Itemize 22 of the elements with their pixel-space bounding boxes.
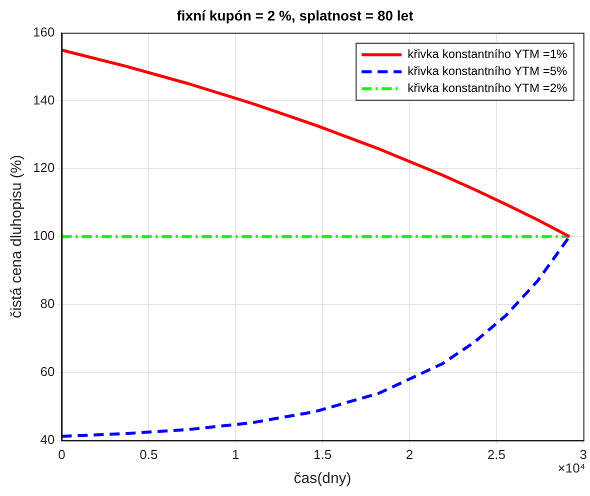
y-tick-label: 80 (40, 296, 55, 312)
line-series (62, 235, 571, 438)
y-tick-label: 140 (32, 92, 55, 108)
y-tick-label: 120 (32, 160, 55, 176)
x-tick-label: 1.5 (314, 446, 332, 462)
chart-title: fixní kupón = 2 %, splatnost = 80 let (176, 7, 414, 24)
x-tick-label: 3 (580, 446, 587, 462)
legend-label: křivka konstantního YTM =1% (408, 47, 568, 62)
x-tick-label: 2.5 (487, 446, 506, 462)
legend-label: křivka konstantního YTM =5% (408, 64, 568, 78)
x-tick-label: 1 (232, 446, 240, 462)
x-tick-label: 0.5 (140, 446, 158, 462)
x-tick-label: 0 (58, 446, 66, 462)
x-tick-label: 2 (406, 446, 414, 462)
y-tick-label: 160 (32, 24, 55, 40)
x-axis-title: čas(dny) (294, 470, 352, 488)
y-tick-label: 40 (40, 432, 55, 447)
y-tick-label: 100 (32, 228, 55, 244)
y-axis-title: čistá cena dluhopisu (%) (8, 154, 26, 318)
legend-label: křivka konstantního YTM =2% (408, 81, 568, 96)
y-tick-label: 60 (40, 364, 55, 380)
text: ×10⁴ (558, 460, 586, 476)
